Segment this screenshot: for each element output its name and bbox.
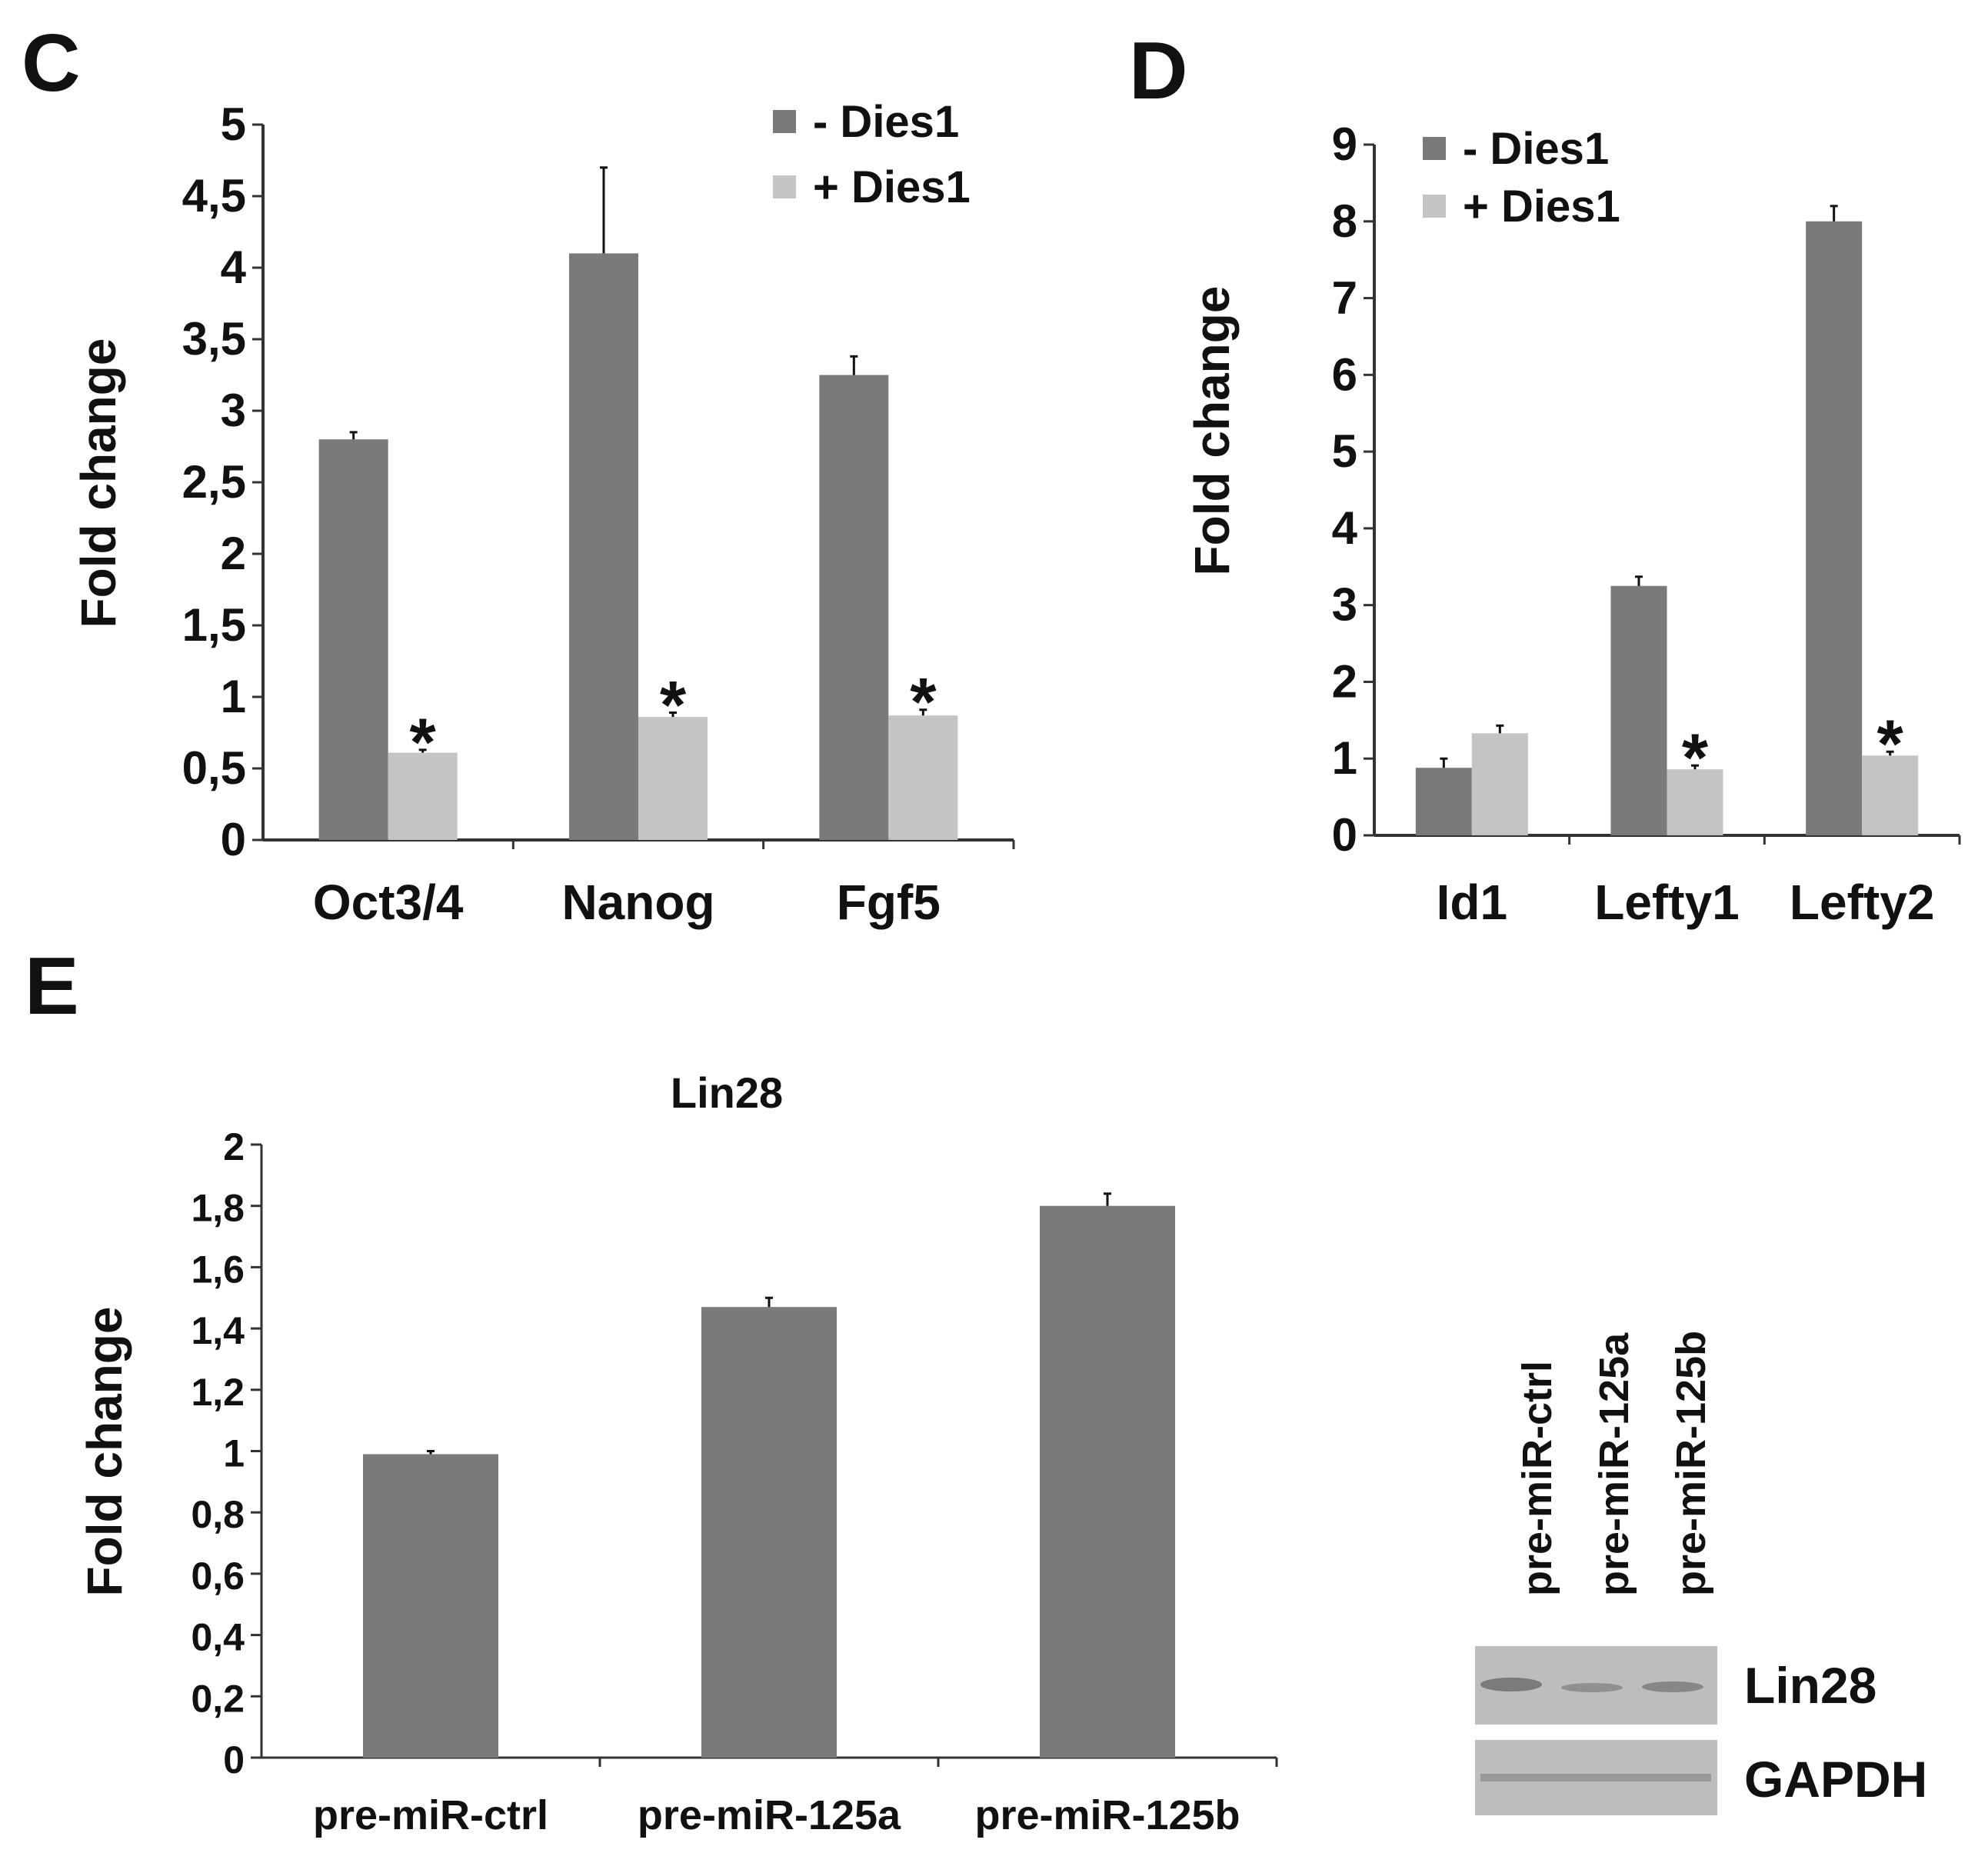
category-label: pre-miR-125b	[974, 1792, 1240, 1838]
y-tick-label: 1	[1332, 732, 1357, 784]
y-axis-label: Fold change	[77, 1307, 132, 1597]
y-tick-label: 3,5	[182, 313, 246, 365]
y-tick-label: 2	[1332, 655, 1357, 707]
blot-band	[1561, 1683, 1623, 1692]
y-tick-label: 4,5	[182, 170, 246, 222]
blot-row-label-lin28: Lin28	[1744, 1657, 1876, 1714]
bar	[1471, 733, 1528, 835]
blot-lane-label: pre-miR-ctrl	[1514, 1361, 1560, 1596]
y-tick-label: 0,2	[191, 1677, 245, 1720]
y-axis-label: Fold change	[1184, 286, 1240, 576]
significance-star: *	[410, 704, 437, 780]
y-tick-label: 1,4	[191, 1309, 245, 1352]
category-label: Nanog	[561, 875, 714, 930]
category-label: Oct3/4	[313, 875, 464, 930]
y-tick-label: 1,8	[191, 1187, 245, 1230]
chart-e: 0 0,2 0,4 0,6 0,8 1 1,2 1,4 1,6 1,8 2 pre-miR-ctrl p…	[77, 1068, 1278, 1838]
y-tick-label: 1,6	[191, 1248, 245, 1291]
category-label: Lefty1	[1594, 875, 1740, 930]
y-tick-label: 3	[1332, 579, 1357, 631]
bar	[1610, 585, 1667, 835]
significance-star: *	[660, 666, 687, 742]
y-tick-label: 0,6	[191, 1555, 245, 1598]
legend-label: - Dies1	[1463, 124, 1609, 174]
y-tick-label: 2	[221, 528, 246, 579]
bar	[569, 253, 638, 840]
y-tick-label: 4	[1332, 502, 1358, 554]
bar	[819, 375, 889, 840]
y-tick-label: 1,5	[182, 599, 246, 651]
bar	[388, 752, 458, 840]
bar	[1415, 768, 1472, 835]
chart-d: 0 1 2 3 4 5 6 7 8 9 Id1 Lefty1 Lefty2 * * Fold change - …	[1184, 118, 1961, 930]
y-tick-label: 4	[221, 242, 247, 293]
y-tick-label: 0	[223, 1738, 245, 1781]
bar	[1040, 1205, 1175, 1758]
legend-label: + Dies1	[813, 162, 971, 212]
panel-letter-e: E	[25, 941, 79, 1031]
significance-star: *	[1877, 705, 1904, 782]
bar	[318, 439, 388, 840]
y-axis-label: Fold change	[71, 338, 126, 628]
blot-band	[1480, 1678, 1542, 1691]
western-blot: pre-miR-ctrl pre-miR-125a pre-miR-125b L…	[1475, 1331, 1927, 1815]
y-tick-label: 8	[1332, 195, 1357, 247]
bar	[1806, 221, 1863, 835]
legend-label: - Dies1	[813, 97, 959, 147]
legend-swatch	[773, 110, 796, 133]
category-label: pre-miR-125a	[638, 1792, 901, 1838]
legend-swatch	[773, 175, 796, 198]
category-label: pre-miR-ctrl	[313, 1792, 548, 1838]
blot-lane-label: pre-miR-125a	[1591, 1332, 1637, 1596]
bar	[888, 715, 958, 840]
y-tick-label: 2	[223, 1125, 245, 1168]
y-tick-label: 0,5	[182, 742, 246, 794]
panel-letter-c: C	[22, 18, 81, 108]
significance-star: *	[910, 664, 937, 740]
category-label: Lefty2	[1790, 875, 1935, 930]
y-tick-label: 6	[1332, 348, 1357, 400]
chart-title: Lin28	[671, 1068, 783, 1117]
y-tick-label: 1,2	[191, 1371, 245, 1414]
bar	[363, 1454, 498, 1758]
category-label: Fgf5	[837, 875, 941, 930]
y-tick-label: 0,4	[191, 1616, 245, 1659]
y-tick-label: 0,8	[191, 1493, 245, 1536]
blot-lane-label: pre-miR-125b	[1668, 1331, 1714, 1596]
y-tick-label: 1	[223, 1432, 245, 1475]
chart-c: 0 0,5 1 1,5 2 2,5 3 3,5 4 4,5 5 Oct3/4 Nanog Fgf5 * * * F…	[71, 97, 1015, 930]
y-tick-label: 7	[1332, 272, 1357, 324]
bar	[1667, 769, 1723, 835]
y-tick-label: 1	[221, 671, 246, 722]
category-label: Id1	[1437, 875, 1507, 930]
blot-band	[1480, 1774, 1711, 1781]
bar	[638, 717, 708, 840]
y-tick-label: 5	[221, 98, 246, 150]
y-tick-label: 9	[1332, 118, 1357, 170]
y-tick-label: 3	[221, 385, 246, 436]
legend-swatch	[1423, 195, 1446, 218]
bar	[1862, 755, 1919, 835]
legend-swatch	[1423, 137, 1446, 160]
y-tick-label: 2,5	[182, 456, 246, 508]
blot-row-label-gapdh: GAPDH	[1744, 1751, 1927, 1808]
panel-letter-d: D	[1129, 25, 1188, 116]
y-tick-label: 0	[221, 814, 246, 865]
legend-label: + Dies1	[1463, 182, 1620, 232]
significance-star: *	[1682, 719, 1709, 795]
bar	[701, 1307, 837, 1758]
y-tick-label: 0	[1332, 809, 1357, 861]
blot-band	[1642, 1681, 1703, 1692]
y-tick-label: 5	[1332, 425, 1357, 477]
